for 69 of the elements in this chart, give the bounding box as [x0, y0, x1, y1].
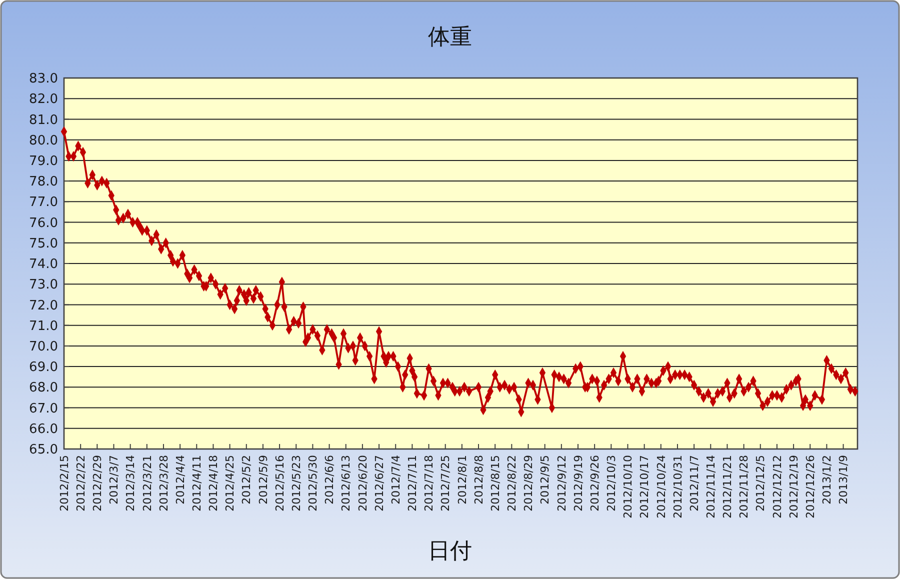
y-tick-label: 70.0: [29, 339, 58, 354]
x-tick-label: 2013/1/2: [820, 455, 834, 504]
y-tick-label: 83.0: [29, 72, 58, 87]
x-tick-label: 2012/8/22: [506, 455, 519, 512]
x-tick-label: 2012/8/8: [472, 455, 486, 504]
y-tick-label: 78.0: [29, 174, 58, 190]
x-tick-label: 2012/11/7: [688, 455, 701, 512]
x-tick-label: 2012/9/19: [572, 455, 585, 512]
x-tick-label: 2012/5/9: [256, 455, 270, 504]
y-tick-label: 77.0: [29, 195, 58, 210]
x-tick-label: 2012/6/13: [340, 455, 353, 512]
x-tick-label: 2012/3/21: [140, 455, 154, 512]
y-tick-label: 65.0: [29, 442, 58, 458]
x-tick-label: 2012/5/16: [273, 455, 286, 512]
x-tick-label: 2012/6/6: [323, 455, 336, 504]
x-tick-label: 2012/2/29: [91, 455, 104, 512]
x-tick-label: 2012/9/5: [538, 455, 552, 504]
y-tick-label: 71.0: [29, 318, 58, 334]
x-tick-label: 2012/3/14: [124, 455, 138, 512]
y-tick-label: 67.0: [29, 401, 58, 416]
x-tick-label: 2012/5/2: [240, 455, 254, 504]
x-tick-label: 2013/1/9: [837, 455, 850, 504]
chart-title: 体重: [428, 25, 472, 50]
x-tick-label: 2012/5/30: [306, 455, 320, 512]
x-tick-label: 2012/7/4: [389, 455, 402, 504]
x-tick-label: 2012/8/29: [522, 455, 536, 512]
y-tick-label: 79.0: [29, 154, 58, 169]
x-tick-label: 2012/4/11: [190, 455, 204, 512]
x-tick-label: 2012/3/28: [157, 455, 170, 512]
x-tick-label: 2012/12/26: [804, 455, 817, 518]
x-tick-label: 2012/8/1: [456, 455, 469, 504]
x-axis-title: 日付: [428, 539, 472, 564]
y-tick-label: 75.0: [29, 236, 58, 252]
x-tick-label: 2012/4/25: [224, 455, 237, 512]
y-tick-label: 76.0: [29, 216, 58, 231]
x-tick-label: 2012/4/18: [207, 455, 220, 512]
y-tick-label: 74.0: [29, 257, 58, 272]
x-tick-label: 2012/7/11: [406, 455, 420, 512]
x-tick-label: 2012/6/27: [372, 455, 386, 512]
x-tick-label: 2012/11/21: [721, 455, 734, 518]
y-tick-label: 69.0: [29, 360, 58, 376]
x-tick-label: 2012/11/14: [704, 455, 718, 518]
x-tick-label: 2012/5/23: [290, 455, 303, 512]
y-tick-label: 82.0: [29, 92, 58, 108]
x-tick-label: 2012/2/22: [74, 455, 88, 512]
x-tick-label: 2012/3/7: [108, 455, 121, 504]
y-tick-label: 68.0: [29, 380, 58, 396]
x-tick-label: 2012/12/12: [770, 455, 784, 518]
x-tick-label: 2012/12/5: [754, 455, 768, 512]
x-tick-label: 2012/9/12: [555, 455, 568, 512]
x-tick-label: 2012/2/15: [58, 455, 71, 512]
x-tick-label: 2012/10/24: [654, 455, 668, 518]
y-tick-label: 81.0: [29, 112, 58, 128]
y-tick-label: 72.0: [29, 298, 58, 314]
y-tick-label: 73.0: [29, 278, 58, 293]
x-tick-label: 2012/9/26: [588, 455, 602, 512]
x-tick-label: 2012/10/31: [671, 455, 684, 518]
x-tick-label: 2012/12/19: [787, 455, 800, 518]
y-tick-label: 80.0: [29, 133, 58, 148]
x-tick-label: 2012/7/25: [439, 455, 452, 512]
x-tick-label: 2012/10/17: [638, 455, 652, 518]
x-tick-label: 2012/10/3: [605, 455, 618, 512]
x-tick-label: 2012/11/28: [738, 455, 751, 518]
x-tick-label: 2012/6/20: [356, 455, 370, 512]
x-tick-label: 2012/7/18: [422, 455, 436, 512]
x-tick-label: 2012/4/4: [174, 455, 187, 504]
x-tick-label: 2012/8/15: [488, 455, 502, 512]
y-tick-label: 66.0: [29, 422, 58, 437]
x-tick-label: 2012/10/10: [622, 455, 635, 518]
